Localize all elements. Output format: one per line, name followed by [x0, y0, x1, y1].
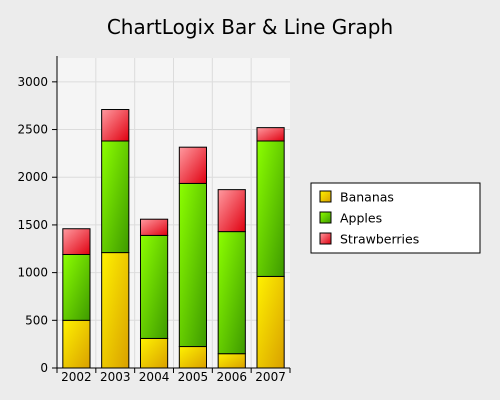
x-tick-label: 2005: [178, 370, 209, 384]
bar-strawberries-2002: [62, 228, 91, 255]
bar-bananas-2006: [217, 353, 246, 369]
bar-bananas-2007: [256, 275, 285, 369]
x-tick-label: 2004: [139, 370, 170, 384]
y-tick-label: 0: [40, 361, 48, 375]
x-tick-label: 2007: [255, 370, 286, 384]
bar-strawberries-2007: [256, 127, 285, 142]
bar-bananas-2004: [139, 337, 169, 369]
bar-strawberries-2004: [139, 218, 169, 236]
legend-label-apples: Apples: [340, 211, 382, 226]
bar-apples-2003: [101, 140, 130, 254]
bar-bananas-2003: [101, 252, 130, 369]
legend-swatch-strawberries: [319, 232, 332, 245]
x-tick-label: 2002: [61, 370, 92, 384]
legend: Bananas Apples Strawberries: [310, 182, 481, 254]
bar-apples-2006: [217, 231, 246, 355]
axes: 0 500 1000 1500 2000 2500 3000 2002 2003 2004 2005…: [17, 56, 291, 384]
y-tick-label: 1500: [17, 218, 48, 232]
y-tick-label: 500: [25, 313, 48, 327]
y-tick-label: 1000: [17, 266, 48, 280]
legend-label-strawberries: Strawberries: [340, 232, 419, 247]
legend-box: [310, 182, 481, 254]
bar-apples-2004: [139, 234, 169, 339]
x-tick-label: 2006: [216, 370, 247, 384]
legend-swatch-apples: [319, 211, 332, 224]
bar-bananas-2005: [178, 346, 208, 369]
x-tick-label: 2003: [100, 370, 131, 384]
bar-strawberries-2005: [178, 146, 208, 184]
bar-strawberries-2003: [101, 109, 130, 142]
bar-apples-2007: [256, 140, 285, 277]
bar-apples-2002: [62, 253, 91, 321]
bar-bananas-2002: [62, 319, 91, 369]
gridlines: [57, 58, 290, 368]
y-tick-label: 2000: [17, 170, 48, 184]
y-tick-label: 2500: [17, 123, 48, 137]
bars: [62, 109, 285, 369]
y-tick-label: 3000: [17, 75, 48, 89]
bar-apples-2005: [178, 182, 208, 348]
legend-label-bananas: Bananas: [340, 190, 394, 205]
bar-strawberries-2006: [217, 189, 246, 233]
chart-title: ChartLogix Bar & Line Graph: [107, 15, 393, 39]
legend-swatch-bananas: [319, 190, 332, 203]
